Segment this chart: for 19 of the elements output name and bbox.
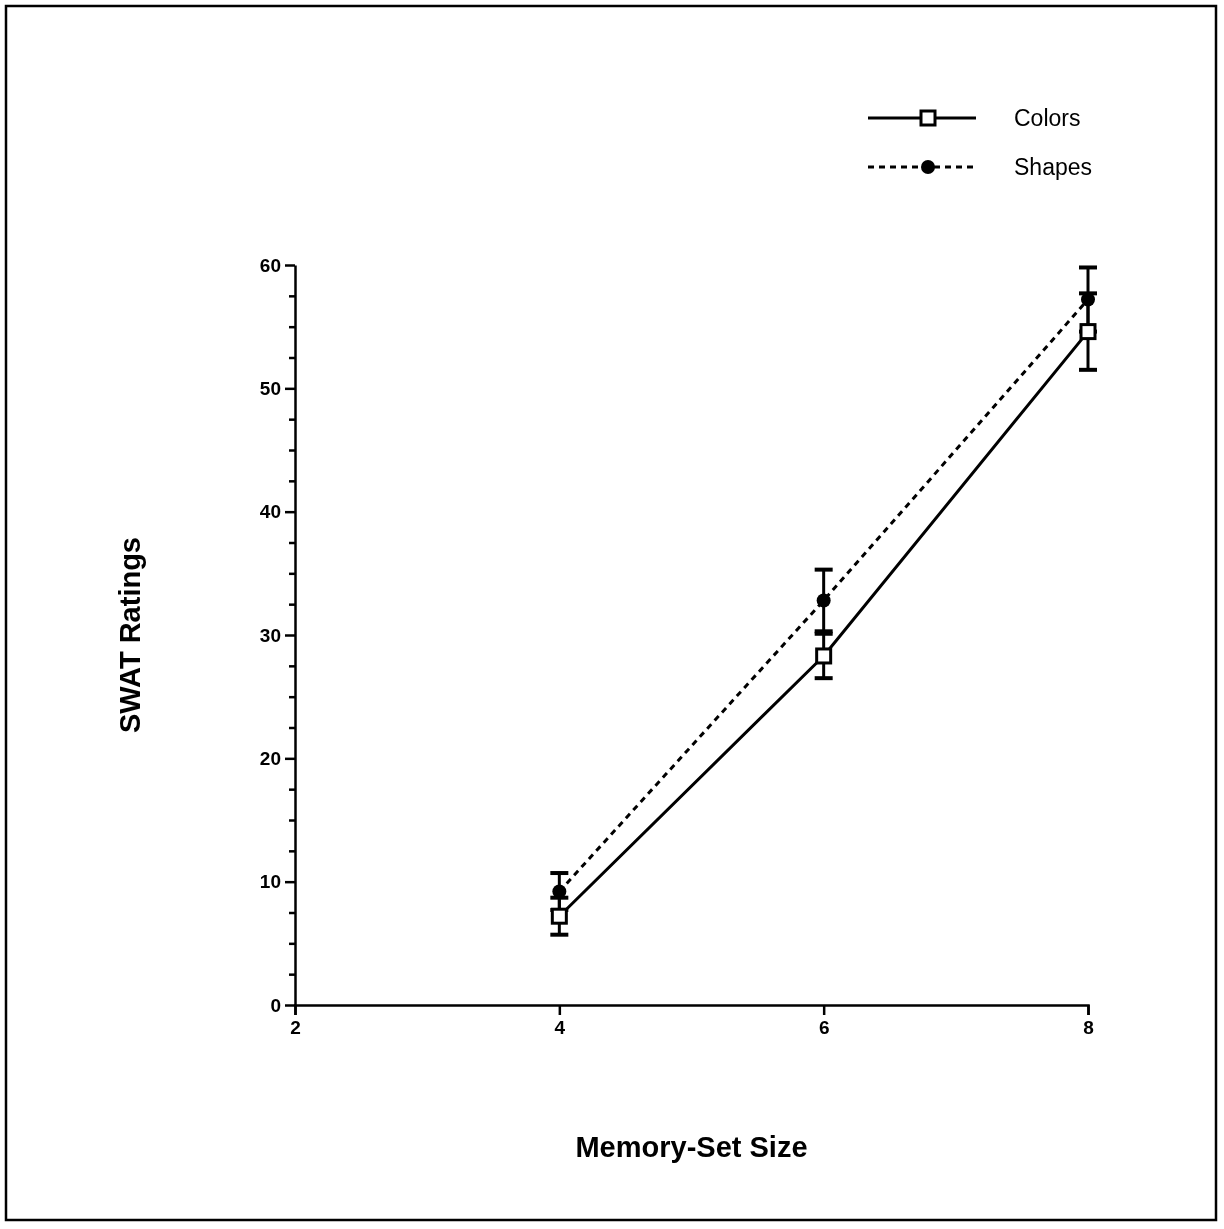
y-tick-label: 10 <box>259 871 281 893</box>
x-tick-label: 4 <box>554 1017 566 1039</box>
legend-label: Colors <box>1014 105 1081 131</box>
point <box>816 593 831 608</box>
point <box>1079 323 1097 341</box>
y-tick-label: 60 <box>259 254 281 276</box>
y-tick-label: 30 <box>259 624 281 646</box>
point <box>815 647 833 665</box>
x-tick-label: 2 <box>290 1017 301 1039</box>
y-axis-title: SWAT Ratings <box>114 536 146 734</box>
y-tick-label: 0 <box>270 994 281 1016</box>
y-tick-label: 50 <box>259 377 281 399</box>
y-tick-label: 20 <box>259 747 281 769</box>
x-tick-label: 8 <box>1083 1017 1094 1039</box>
x-axis-title: Memory-Set Size <box>575 1131 808 1163</box>
point <box>550 907 568 925</box>
y-tick-label: 40 <box>259 501 281 523</box>
x-tick-label: 6 <box>818 1017 830 1039</box>
legend-label: Shapes <box>1014 154 1093 180</box>
